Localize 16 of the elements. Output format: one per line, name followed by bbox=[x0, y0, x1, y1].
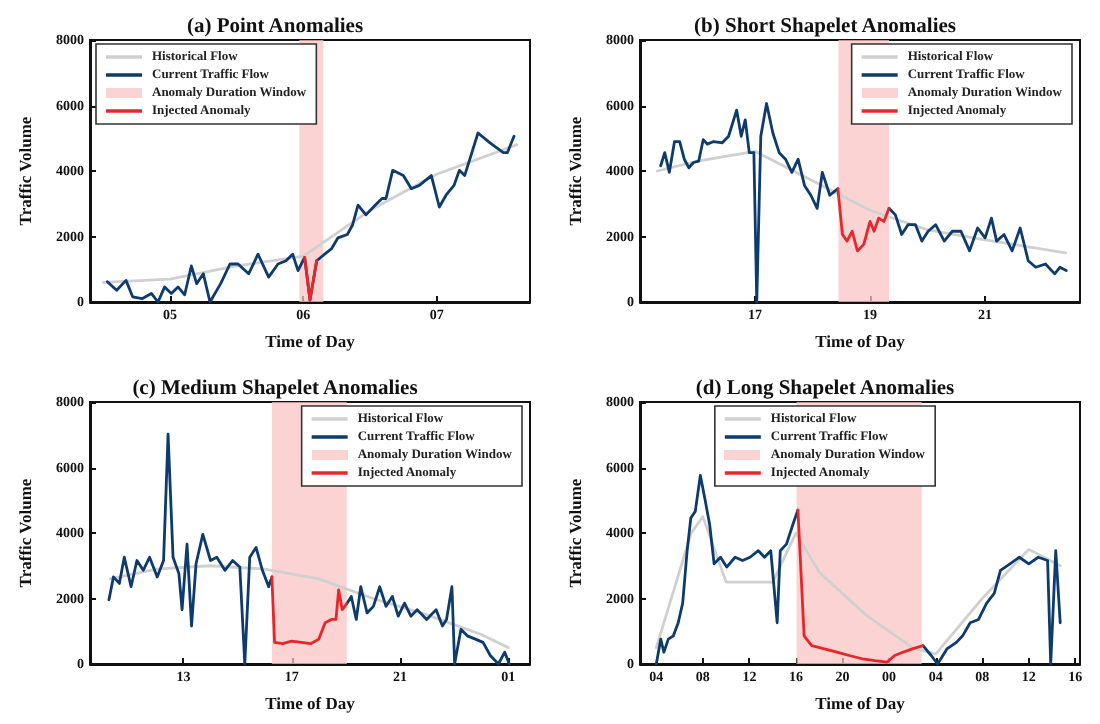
y-axis-title: Traffic Volume bbox=[15, 116, 35, 226]
y-axis-title: Traffic Volume bbox=[565, 478, 585, 588]
y-axis-title: Traffic Volume bbox=[15, 478, 35, 588]
line-series bbox=[101, 143, 519, 284]
x-axis-title: Time of Day bbox=[815, 692, 907, 713]
y-axis-title: Traffic Volume bbox=[565, 116, 585, 226]
line-series bbox=[105, 131, 516, 304]
chart-title: (a) Point Anomalies bbox=[186, 16, 364, 38]
line-series bbox=[655, 149, 1068, 255]
x-axis-title: Time of Day bbox=[815, 330, 907, 351]
line-series bbox=[836, 187, 891, 253]
chart-title: (c) Medium Shapelet Anomalies bbox=[132, 378, 418, 400]
chart-title: (b) Short Shapelet Anomalies bbox=[694, 16, 956, 38]
chart-title: (d) Long Shapelet Anomalies bbox=[695, 378, 955, 400]
x-axis-title: Time of Day bbox=[265, 692, 357, 713]
x-axis-title: Time of Day bbox=[265, 330, 357, 351]
